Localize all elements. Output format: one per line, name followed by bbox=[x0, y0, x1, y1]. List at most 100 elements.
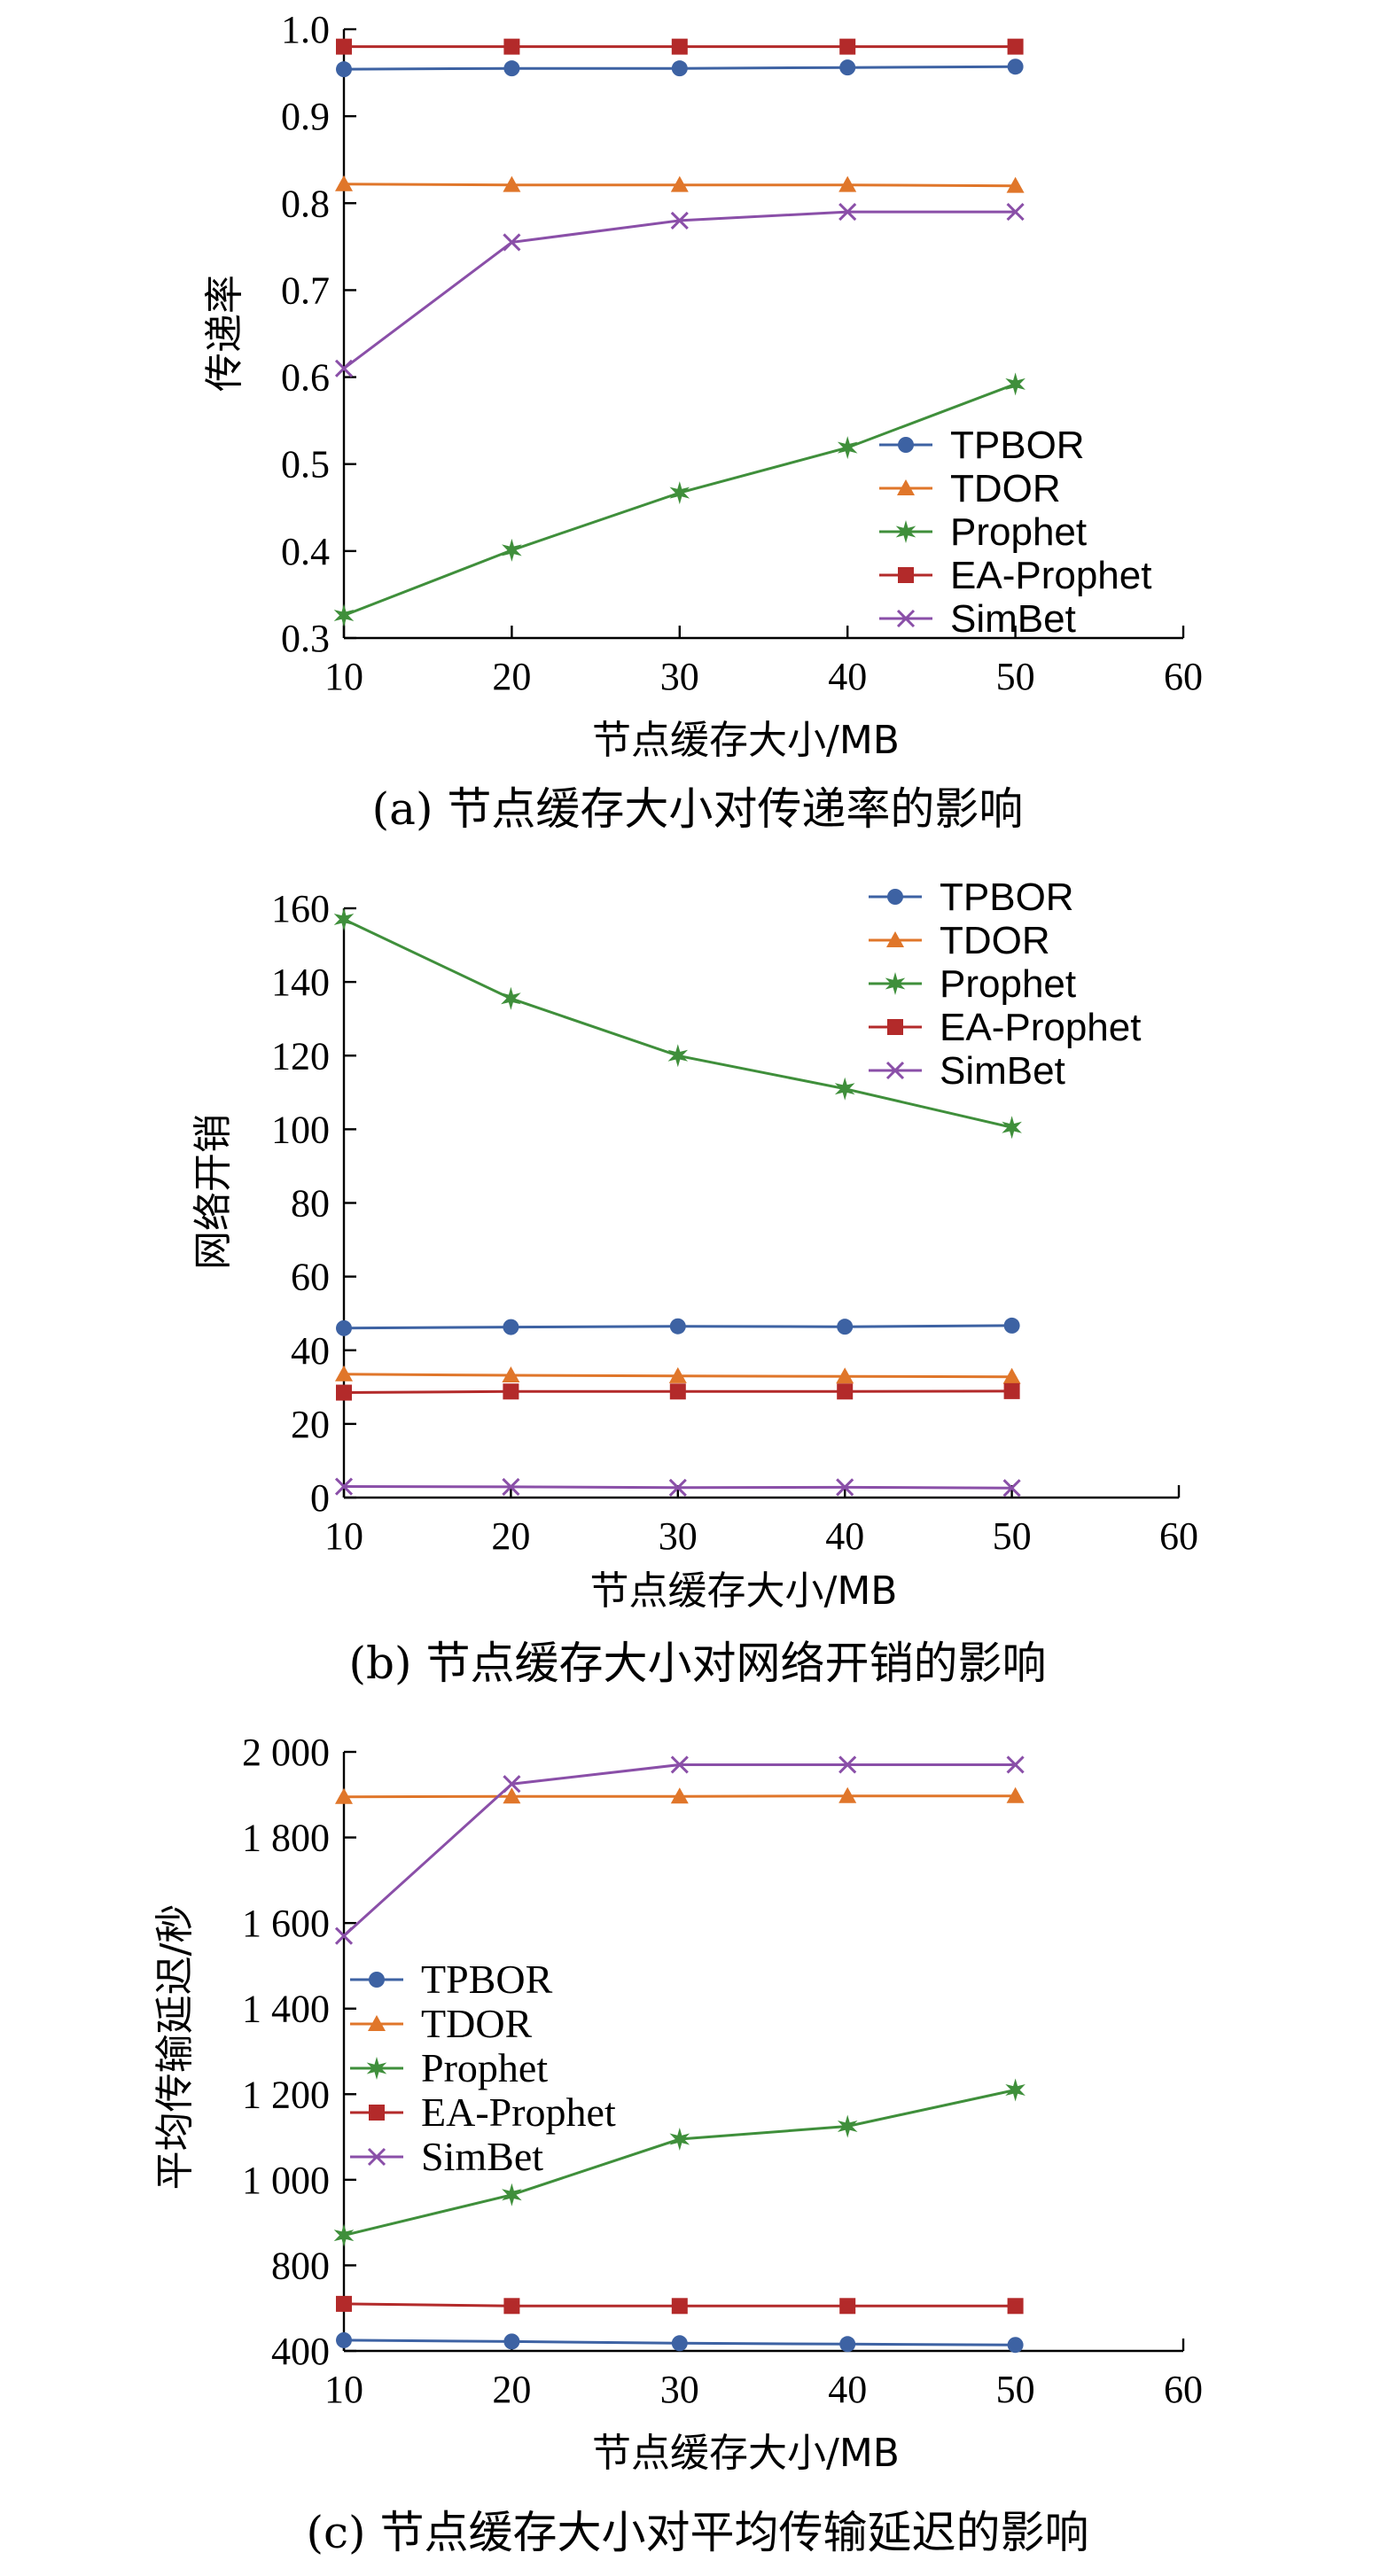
y-tick-label: 400 bbox=[271, 2330, 330, 2373]
data-point-marker bbox=[670, 175, 689, 192]
legend-marker bbox=[368, 2015, 386, 2031]
data-point-marker bbox=[502, 1477, 520, 1497]
y-tick-label: 1 400 bbox=[242, 1988, 330, 2031]
legend-label: EA-Prophet bbox=[950, 554, 1151, 597]
data-point-marker bbox=[1002, 1367, 1021, 1384]
legend-item-simbet: SimBet bbox=[350, 2134, 543, 2179]
data-point-marker bbox=[670, 1755, 689, 1774]
y-tick-label: 1 600 bbox=[242, 1902, 330, 1945]
x-tick-label: 10 bbox=[324, 655, 363, 698]
legend-item-prophet: Prophet bbox=[869, 962, 1076, 1006]
legend-item-ea-prophet: EA-Prophet bbox=[879, 554, 1151, 597]
series-tdor bbox=[335, 175, 1025, 193]
series-tpbor bbox=[336, 2331, 1024, 2354]
data-point-marker bbox=[503, 2333, 520, 2350]
y-tick-label: 1 000 bbox=[242, 2159, 330, 2202]
data-point-marker bbox=[333, 603, 355, 627]
y-tick-label: 100 bbox=[271, 1108, 330, 1151]
data-point-marker bbox=[1003, 1382, 1020, 1399]
data-point-marker bbox=[1002, 1116, 1022, 1140]
chart-c: 10 20 30 40 50 60 400 800 1 000 1 200 1 400 1 600 1 … bbox=[152, 1731, 1203, 2558]
y-tick-label: 0 bbox=[310, 1476, 330, 1520]
y-tick-label: 40 bbox=[291, 1329, 330, 1373]
data-point-marker bbox=[503, 175, 521, 192]
y-axis-title: 平均传输延迟/秒 bbox=[152, 1904, 198, 2191]
data-point-marker bbox=[1007, 58, 1024, 75]
data-point-marker bbox=[336, 1384, 352, 1401]
data-point-marker bbox=[671, 38, 688, 55]
legend-label: TDOR bbox=[940, 919, 1050, 962]
legend-label: TDOR bbox=[950, 467, 1061, 510]
data-point-marker bbox=[1007, 2298, 1024, 2315]
data-point-marker bbox=[1006, 203, 1025, 222]
data-point-marker bbox=[1007, 38, 1024, 55]
data-point-marker bbox=[335, 175, 353, 191]
legend-item-simbet: SimBet bbox=[869, 1049, 1065, 1093]
data-point-marker bbox=[502, 538, 522, 562]
series-prophet bbox=[333, 907, 1022, 1140]
data-point-marker bbox=[503, 1787, 521, 1804]
x-tick-label: 20 bbox=[492, 2368, 531, 2411]
y-tick-label: 0.4 bbox=[281, 530, 330, 573]
data-point-marker bbox=[333, 907, 355, 931]
chart-caption: (c) 节点缓存大小对平均传输延迟的影响 bbox=[307, 2507, 1089, 2558]
data-point-marker bbox=[838, 203, 857, 222]
data-point-marker bbox=[837, 2114, 858, 2138]
data-point-marker bbox=[336, 38, 352, 55]
y-tick-label: 0.6 bbox=[281, 356, 330, 400]
legend-label: Prophet bbox=[940, 962, 1076, 1006]
data-point-marker bbox=[336, 2295, 352, 2312]
legend-label: Prophet bbox=[421, 2045, 548, 2090]
legend-item-tpbor: TPBOR bbox=[350, 1957, 553, 2002]
x-axis-title: 节点缓存大小/MB bbox=[590, 1568, 898, 1614]
legend-label: TPBOR bbox=[940, 876, 1074, 919]
data-point-marker bbox=[336, 61, 352, 78]
x-tick-label: 60 bbox=[1164, 655, 1203, 698]
legend-marker bbox=[898, 567, 914, 583]
data-point-marker bbox=[333, 2223, 355, 2247]
data-point-marker bbox=[670, 1787, 689, 1804]
legend-marker bbox=[366, 2057, 387, 2080]
x-axis-title: 节点缓存大小/MB bbox=[592, 2431, 900, 2476]
legend-item-prophet: Prophet bbox=[879, 510, 1087, 554]
legend-item-prophet: Prophet bbox=[350, 2045, 548, 2090]
series-ea-prophet bbox=[336, 1382, 1020, 1401]
data-point-marker bbox=[668, 1366, 687, 1383]
data-point-marker bbox=[671, 60, 688, 77]
data-point-marker bbox=[1003, 1317, 1020, 1334]
legend-marker bbox=[369, 1972, 385, 1988]
data-point-marker bbox=[838, 1786, 857, 1803]
x-tick-label: 60 bbox=[1159, 1514, 1198, 1558]
x-tick-label: 10 bbox=[324, 1514, 363, 1558]
data-point-marker bbox=[671, 2298, 688, 2315]
data-point-marker bbox=[837, 1319, 854, 1335]
data-point-marker bbox=[669, 1383, 686, 1400]
legend-item-simbet: SimBet bbox=[879, 597, 1076, 641]
data-point-marker bbox=[671, 2335, 688, 2352]
series-prophet bbox=[333, 2078, 1026, 2247]
legend-marker bbox=[369, 2105, 385, 2121]
x-tick-label: 50 bbox=[996, 655, 1035, 698]
x-tick-label: 50 bbox=[993, 1514, 1032, 1558]
y-tick-label: 1.0 bbox=[281, 8, 330, 51]
chart-b: 10 20 30 40 50 60 0 20 40 60 80 100 120 140 160 节点缓存大小/… bbox=[191, 876, 1198, 1689]
data-point-marker bbox=[668, 1478, 687, 1497]
data-point-marker bbox=[1006, 176, 1025, 193]
data-point-marker bbox=[334, 1477, 354, 1496]
legend-marker bbox=[895, 520, 916, 543]
data-point-marker bbox=[503, 60, 520, 77]
legend-label: SimBet bbox=[421, 2134, 543, 2179]
data-point-marker bbox=[1002, 1479, 1021, 1498]
series-tpbor bbox=[336, 1317, 1020, 1336]
data-point-marker bbox=[503, 38, 520, 55]
legend-label: SimBet bbox=[940, 1049, 1065, 1093]
data-point-marker bbox=[335, 1787, 353, 1804]
x-tick-label: 30 bbox=[660, 655, 699, 698]
y-axis-title: 网络开销 bbox=[191, 1114, 236, 1270]
legend-marker bbox=[897, 479, 915, 495]
data-point-marker bbox=[501, 986, 521, 1010]
legend-marker bbox=[887, 889, 903, 905]
legend-marker bbox=[887, 1019, 903, 1035]
legend-marker bbox=[367, 2147, 386, 2167]
y-tick-label: 0.5 bbox=[281, 443, 330, 486]
